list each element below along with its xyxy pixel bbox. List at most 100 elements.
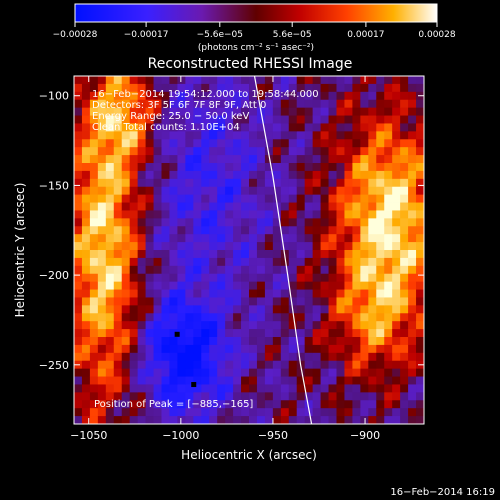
heatmap-cell <box>360 170 369 180</box>
heatmap-cell <box>384 329 393 338</box>
heatmap-cell <box>264 234 274 243</box>
heatmap-cell <box>153 242 162 251</box>
heatmap-cell <box>161 242 170 251</box>
heatmap-cell <box>376 170 385 180</box>
heatmap-cell <box>400 321 409 330</box>
heatmap-cell <box>312 147 321 156</box>
heatmap-cell <box>113 257 123 267</box>
heatmap-cell <box>272 170 282 180</box>
heatmap-cell <box>352 265 361 275</box>
heatmap-cell <box>121 242 131 251</box>
heatmap-cell <box>392 400 401 409</box>
heatmap-cell <box>81 83 91 93</box>
heatmap-cell <box>113 99 123 109</box>
heatmap-cell <box>89 155 99 164</box>
heatmap-cell <box>113 202 123 211</box>
heatmap-pixels <box>74 76 424 424</box>
heatmap-cell <box>217 76 226 85</box>
heatmap-cell <box>368 416 377 424</box>
heatmap-cell <box>392 155 401 164</box>
heatmap-cell <box>280 226 290 235</box>
heatmap-cell <box>320 163 329 172</box>
heatmap-cell <box>145 83 154 93</box>
heatmap-cell <box>272 123 282 132</box>
heatmap-cell <box>177 250 186 259</box>
heatmap-cell <box>416 416 424 424</box>
heatmap-cell <box>121 91 131 101</box>
heatmap-cell <box>368 337 377 346</box>
heatmap-cell <box>185 194 194 203</box>
heatmap-cell <box>368 257 377 267</box>
heatmap-cell <box>344 384 353 393</box>
heatmap-cell <box>241 194 250 203</box>
heatmap-cell <box>328 170 337 180</box>
heatmap-cell <box>320 297 329 306</box>
heatmap-cell <box>296 408 306 417</box>
heatmap-cell <box>249 313 258 322</box>
heatmap-cell <box>137 376 146 385</box>
heatmap-cell <box>416 163 424 172</box>
heatmap-cell <box>161 257 170 267</box>
x-tick-label: −1000 <box>162 429 199 442</box>
heatmap-cell <box>177 202 186 211</box>
heatmap-cell <box>74 289 83 298</box>
heatmap-cell <box>233 210 242 219</box>
heatmap-cell <box>201 131 210 140</box>
heatmap-cell <box>288 392 298 401</box>
heatmap-cell <box>256 131 266 140</box>
heatmap-cell <box>217 392 226 401</box>
heatmap-cell <box>384 131 393 140</box>
heatmap-cell <box>328 83 337 93</box>
heatmap-cell <box>74 218 83 227</box>
heatmap-cell <box>368 83 377 93</box>
heatmap-cell <box>249 297 258 306</box>
heatmap-cell <box>225 352 234 362</box>
heatmap-cell <box>384 400 393 409</box>
heatmap-cell <box>416 344 424 354</box>
heatmap-cell <box>81 123 91 132</box>
heatmap-cell <box>376 178 385 188</box>
heatmap-cell <box>153 368 162 377</box>
heatmap-cell <box>376 392 385 401</box>
heatmap-cell <box>89 147 99 156</box>
heatmap-cell <box>241 289 250 298</box>
heatmap-cell <box>169 107 178 116</box>
heatmap-cell <box>344 360 353 370</box>
heatmap-cell <box>400 289 409 298</box>
heatmap-cell <box>416 400 424 409</box>
heatmap-cell <box>89 83 99 93</box>
heatmap-cell <box>225 289 234 298</box>
heatmap-cell <box>177 226 186 235</box>
heatmap-cell <box>352 376 361 385</box>
heatmap-cell <box>400 186 409 196</box>
heatmap-cell <box>81 408 91 417</box>
peak-markers <box>174 331 197 388</box>
heatmap-cell <box>312 178 321 188</box>
heatmap-cell <box>241 313 250 322</box>
heatmap-cell <box>416 107 424 116</box>
heatmap-cell <box>153 155 162 164</box>
heatmap-cell <box>209 250 218 259</box>
heatmap-cell <box>169 313 178 322</box>
heatmap-cell <box>344 352 353 362</box>
heatmap-cell <box>161 170 170 180</box>
heatmap-cell <box>376 226 385 235</box>
heatmap-cell <box>328 297 337 306</box>
heatmap-cell <box>97 99 107 109</box>
heatmap-cell <box>233 178 242 188</box>
heatmap-cell <box>169 337 178 346</box>
heatmap-cell <box>105 178 115 188</box>
heatmap-cell <box>296 273 306 283</box>
heatmap-cell <box>368 289 377 298</box>
heatmap-cell <box>408 163 417 172</box>
heatmap-cell <box>137 400 146 409</box>
heatmap-cell <box>225 107 234 116</box>
heatmap-cell <box>74 226 83 235</box>
heatmap-cell <box>74 170 83 180</box>
heatmap-cell <box>408 76 417 85</box>
heatmap-cell <box>376 218 385 227</box>
heatmap-cell <box>408 329 417 338</box>
annotation-line: 16−Feb−2014 19:54:12.000 to 19:58:44.000 <box>92 89 319 100</box>
image-annotations: 16−Feb−2014 19:54:12.000 to 19:58:44.000… <box>92 89 319 133</box>
heatmap-cell <box>113 107 123 116</box>
